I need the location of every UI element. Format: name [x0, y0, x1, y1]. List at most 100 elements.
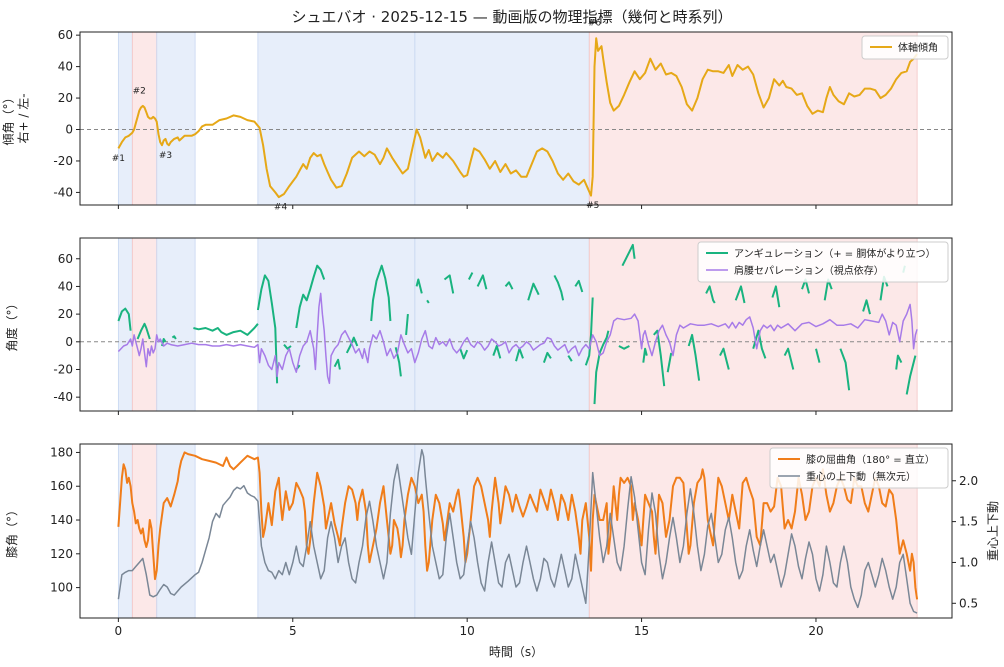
- legend-label: アンギュレーション（+ = 胴体がより立つ）: [734, 247, 936, 260]
- series-line-angulation: [771, 285, 781, 308]
- legend-label: 膝の屈曲角（180° = 直立）: [806, 453, 935, 466]
- series-line-angulation: [345, 336, 359, 354]
- series-line-angulation: [553, 274, 565, 301]
- series-line-angulation: [621, 243, 636, 267]
- event-marker-label: #5: [586, 201, 599, 211]
- y-axis-label: 右+ / 左-: [16, 93, 31, 143]
- axes-frame: [79, 443, 953, 619]
- legend-label: 重心の上下動（無次元）: [806, 470, 916, 483]
- axes-frame: [79, 237, 953, 412]
- series-line-angulation: [193, 323, 259, 336]
- y-tick-label: 140: [50, 513, 73, 527]
- panel-angles: -40 -20 0 20 40 60 角度（°） アンギュレーション（+ = 胴体がより立つ）…: [4, 237, 953, 415]
- legend-label: 肩腰セパレーション（視点依存）: [734, 264, 884, 277]
- phase-band: [588, 31, 918, 206]
- plot-area: [117, 243, 918, 405]
- series-line-angulation: [256, 274, 279, 384]
- series-line-angulation: [504, 281, 514, 290]
- series-line-angulation: [783, 347, 795, 370]
- series-line-angulation: [618, 345, 630, 350]
- y-axis-label: 傾角（°）: [2, 91, 16, 145]
- phase-band: [117, 31, 133, 206]
- y-tick-label: 120: [50, 547, 73, 561]
- y2-tick-label: 0.5: [959, 596, 978, 610]
- phase-band: [414, 237, 590, 412]
- y-tick-label: 0: [65, 335, 73, 349]
- series-line-tilt: [117, 37, 918, 199]
- series-line-angulation: [476, 274, 488, 290]
- series-line-angulation: [666, 352, 673, 373]
- series-line-angulation: [426, 299, 430, 304]
- y-tick-label: 160: [50, 479, 73, 493]
- series-line-angulation: [895, 354, 903, 370]
- y-tick-label: -20: [53, 154, 73, 168]
- y2-axis-label: 重心上下動: [986, 501, 1000, 561]
- y2-tick-label: 2.0: [959, 474, 978, 488]
- x-tick-label: 20: [808, 624, 823, 638]
- panel-knee-com: 0 5 10 15 20 100 120 140 160 180 0.5 1.0 1.5 2.0 重心上下動…: [5, 443, 1000, 659]
- series-line-angulation: [443, 274, 455, 294]
- series-line-knee: [117, 451, 919, 600]
- x-tick-label: 15: [634, 624, 649, 638]
- series-line-angulation: [117, 307, 132, 331]
- y-tick-label: 40: [58, 279, 73, 293]
- y-tick-label: 180: [50, 445, 73, 459]
- phase-band: [131, 31, 158, 206]
- y-tick-label: 0: [65, 123, 73, 137]
- series-line-angulation: [171, 335, 177, 340]
- phase-band: [156, 443, 196, 619]
- x-tick-label: 5: [289, 624, 297, 638]
- series-line-angulation: [370, 264, 392, 322]
- y-tick-label: 20: [58, 91, 73, 105]
- plot-area: [117, 448, 919, 614]
- series-line-angulation: [593, 330, 610, 405]
- event-marker-label: #2: [133, 86, 146, 96]
- series-line-angulation: [839, 348, 851, 391]
- series-line-angulation: [492, 345, 502, 359]
- series-line-angulation: [468, 272, 474, 280]
- y-tick-label: 60: [58, 252, 73, 266]
- series-line-angulation: [653, 329, 666, 387]
- phase-band: [131, 443, 158, 619]
- series-line-angulation: [333, 358, 341, 370]
- series-line-angulation: [542, 351, 552, 363]
- event-marker-label: #1: [112, 154, 125, 164]
- legend-box: [861, 35, 949, 60]
- series-line-separation: [117, 292, 918, 385]
- y2-tick-label: 1.5: [959, 515, 978, 529]
- y-tick-label: 60: [58, 28, 73, 42]
- y-tick-label: -40: [53, 185, 73, 199]
- series-line-angulation: [719, 347, 730, 370]
- panel-tilt: -40 -20 0 20 40 60 傾角（°） 右+ / 左- #1 #2 #3 #4 #5 #6 体軸傾…: [2, 19, 953, 213]
- event-marker-label: #4: [274, 203, 288, 213]
- series-line-angulation: [815, 348, 821, 363]
- legend-box: [769, 447, 949, 489]
- series-line-com: [117, 448, 918, 614]
- series-line-angulation: [642, 347, 648, 363]
- series-line-angulation: [415, 278, 423, 294]
- phase-band: [257, 31, 416, 206]
- series-line-angulation: [283, 343, 292, 350]
- event-marker-label: #6: [588, 19, 602, 29]
- axes-frame: [79, 31, 953, 206]
- series-line-angulation: [734, 285, 746, 304]
- chart-title: シュエバオ · 2025-12-15 — 動画版の物理指標（幾何と時系列）: [291, 8, 732, 26]
- series-line-angulation: [295, 264, 326, 329]
- x-tick-label: 10: [460, 624, 475, 638]
- phase-band: [414, 443, 590, 619]
- series-line-angulation: [405, 314, 409, 335]
- event-marker-label: #3: [159, 151, 172, 161]
- x-tick-label: 0: [115, 624, 123, 638]
- y-axis-label: 角度（°）: [4, 297, 19, 351]
- series-line-angulation: [574, 279, 584, 293]
- legend-box: [697, 241, 949, 283]
- x-axis-label: 時間（s）: [489, 645, 543, 659]
- series-line-angulation: [862, 299, 871, 315]
- series-line-angulation: [905, 355, 917, 395]
- series-line-angulation: [567, 355, 573, 362]
- y-tick-label: 100: [50, 581, 73, 595]
- phase-band: [156, 237, 196, 412]
- phase-band: [257, 237, 416, 412]
- y-tick-label: -40: [53, 390, 73, 404]
